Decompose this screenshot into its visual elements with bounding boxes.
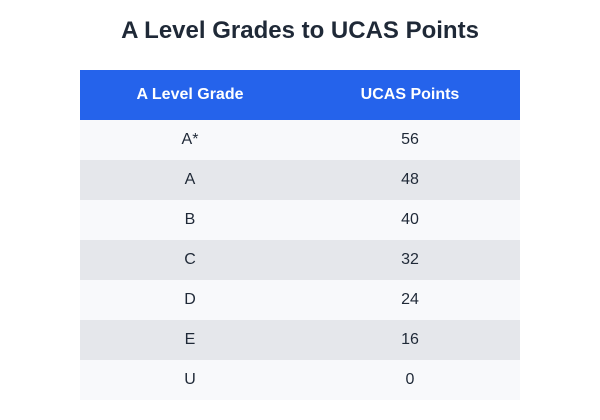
points-cell: 32 bbox=[300, 240, 520, 280]
points-cell: 56 bbox=[300, 120, 520, 160]
column-header-grade: A Level Grade bbox=[80, 70, 300, 120]
column-header-points: UCAS Points bbox=[300, 70, 520, 120]
grade-cell: C bbox=[80, 240, 300, 280]
table-row: A* 56 bbox=[80, 120, 520, 160]
grade-cell: D bbox=[80, 280, 300, 320]
grade-points-table: A Level Grade UCAS Points A* 56 A 48 B 4… bbox=[80, 70, 520, 400]
grade-cell: B bbox=[80, 200, 300, 240]
table-row: C 32 bbox=[80, 240, 520, 280]
table-row: A 48 bbox=[80, 160, 520, 200]
points-cell: 16 bbox=[300, 320, 520, 360]
table-row: B 40 bbox=[80, 200, 520, 240]
points-cell: 24 bbox=[300, 280, 520, 320]
points-cell: 48 bbox=[300, 160, 520, 200]
table-row: E 16 bbox=[80, 320, 520, 360]
grade-cell: A bbox=[80, 160, 300, 200]
points-cell: 0 bbox=[300, 360, 520, 400]
table-row: D 24 bbox=[80, 280, 520, 320]
points-cell: 40 bbox=[300, 200, 520, 240]
grade-cell: U bbox=[80, 360, 300, 400]
page-title: A Level Grades to UCAS Points bbox=[121, 17, 479, 44]
grade-cell: E bbox=[80, 320, 300, 360]
table-header-row: A Level Grade UCAS Points bbox=[80, 70, 520, 120]
table-row: U 0 bbox=[80, 360, 520, 400]
grade-cell: A* bbox=[80, 120, 300, 160]
